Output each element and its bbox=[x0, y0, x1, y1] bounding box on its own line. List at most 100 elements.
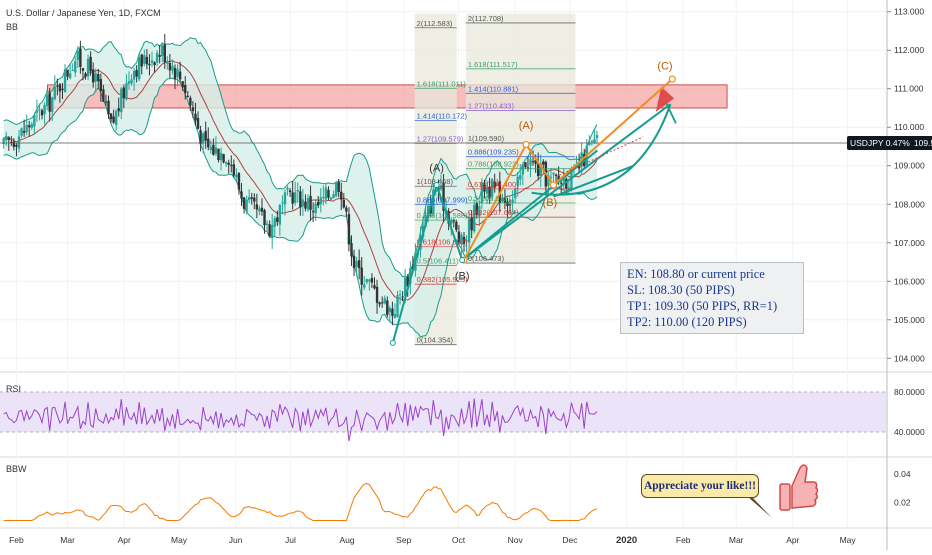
candle-body bbox=[181, 81, 184, 88]
thumb-hand bbox=[791, 464, 819, 509]
price-tick-label: 113.000 bbox=[894, 7, 924, 17]
candle-body bbox=[490, 179, 494, 198]
wave-label: (A) bbox=[519, 120, 534, 132]
fib2-label: 1(109.590) bbox=[468, 134, 505, 143]
candle-body bbox=[17, 136, 21, 149]
candle-body bbox=[373, 285, 376, 289]
candle-body bbox=[91, 69, 95, 83]
price-badge-text: USDJPY 0.47% 109.591 bbox=[850, 138, 932, 148]
fib2-label: 2(112.708) bbox=[468, 14, 504, 23]
time-tick-label: Sep bbox=[396, 535, 411, 545]
candle-body bbox=[324, 187, 328, 200]
projection-arrow bbox=[664, 99, 677, 124]
candle-body bbox=[296, 190, 299, 192]
fib1-label: 2(112.583) bbox=[417, 19, 453, 28]
candle-body bbox=[33, 115, 36, 127]
candle-body bbox=[455, 221, 458, 230]
candle-body bbox=[178, 71, 182, 80]
candle-body bbox=[488, 186, 491, 198]
price-tick-label: 111.000 bbox=[894, 84, 924, 94]
price-tick-label: 108.000 bbox=[894, 199, 925, 209]
price-tick-label: 112.000 bbox=[894, 45, 924, 55]
candle-body bbox=[340, 191, 343, 200]
wave-layer: (A) (B) (A) (B) (C) bbox=[389, 60, 677, 346]
wave-orange bbox=[463, 78, 673, 261]
candle-body bbox=[130, 79, 133, 84]
candle-body bbox=[66, 69, 69, 77]
candle-body bbox=[153, 62, 156, 66]
candle-body bbox=[334, 182, 338, 197]
candle-body bbox=[542, 161, 545, 165]
time-tick-label: Apr bbox=[786, 535, 799, 545]
candle-body bbox=[309, 195, 312, 210]
candle-body bbox=[595, 135, 599, 139]
candle-body bbox=[368, 279, 371, 282]
candle-body bbox=[74, 61, 77, 73]
candle-body bbox=[506, 201, 509, 207]
candle-body bbox=[260, 207, 264, 212]
candle-body bbox=[168, 63, 172, 71]
badge-symbol: USDJPY 0.47% bbox=[850, 138, 910, 148]
candle-body bbox=[294, 192, 297, 203]
rsi-pane bbox=[0, 391, 886, 442]
wave-label: (B) bbox=[455, 270, 470, 282]
candle-body bbox=[342, 199, 346, 208]
candle-body bbox=[370, 278, 374, 283]
candle-body bbox=[524, 162, 527, 168]
candle-body bbox=[94, 73, 97, 82]
callout-pointer bbox=[748, 497, 772, 518]
candle-body bbox=[452, 220, 455, 222]
candle-body bbox=[138, 57, 141, 80]
candle-body bbox=[68, 73, 72, 79]
candle-body bbox=[432, 189, 435, 215]
candle-body bbox=[201, 133, 205, 143]
candle-body bbox=[107, 100, 110, 115]
candle-body bbox=[327, 189, 330, 198]
price-tick-label: 105.000 bbox=[894, 315, 925, 325]
time-tick-label: Nov bbox=[508, 535, 524, 545]
candle-body bbox=[53, 86, 57, 100]
candle-body bbox=[513, 188, 517, 199]
candle-body bbox=[56, 85, 59, 87]
candle-body bbox=[176, 68, 179, 77]
candle-body bbox=[114, 110, 118, 125]
candle-body bbox=[245, 199, 248, 212]
candle-body bbox=[562, 178, 565, 182]
candle-body bbox=[442, 182, 445, 211]
candle-body bbox=[163, 44, 166, 63]
time-tick-label: Oct bbox=[452, 535, 466, 545]
candle-body bbox=[396, 295, 399, 317]
candle-body bbox=[89, 56, 92, 72]
time-tick-label: May bbox=[840, 535, 857, 545]
candle-body bbox=[104, 101, 108, 103]
axis-layer: 113.000 112.000 111.000 110.000 109.000 108.0… bbox=[9, 7, 932, 546]
arrow-head bbox=[655, 86, 675, 112]
candle-body bbox=[485, 187, 489, 194]
dotted-trend bbox=[558, 136, 644, 176]
rsi-indicator-label: RSI bbox=[6, 384, 22, 394]
time-tick-label: May bbox=[171, 535, 188, 545]
candle-body bbox=[79, 48, 82, 68]
candle-body bbox=[393, 314, 397, 319]
candle-body bbox=[143, 55, 146, 64]
candle-body bbox=[447, 210, 450, 224]
candle-body bbox=[480, 182, 484, 204]
candle-body bbox=[76, 50, 80, 61]
candle-body bbox=[227, 162, 230, 165]
candle-body bbox=[319, 197, 322, 205]
fib1-label: 0(104.354) bbox=[417, 336, 454, 345]
candle-body bbox=[135, 69, 138, 77]
wave-node bbox=[459, 257, 466, 264]
candle-body bbox=[184, 84, 187, 93]
candle-body bbox=[593, 139, 596, 143]
bbw-tick-label: 0.04 bbox=[894, 469, 911, 479]
wave-node bbox=[389, 339, 396, 346]
candle-body bbox=[127, 81, 131, 84]
candle-body bbox=[237, 172, 241, 190]
candle-body bbox=[304, 201, 307, 209]
candle-body bbox=[559, 182, 563, 184]
trade-info-box: EN: 108.80 or current price SL: 108.30 (… bbox=[620, 262, 804, 334]
candle-body bbox=[383, 298, 386, 304]
candle-body bbox=[301, 199, 305, 207]
